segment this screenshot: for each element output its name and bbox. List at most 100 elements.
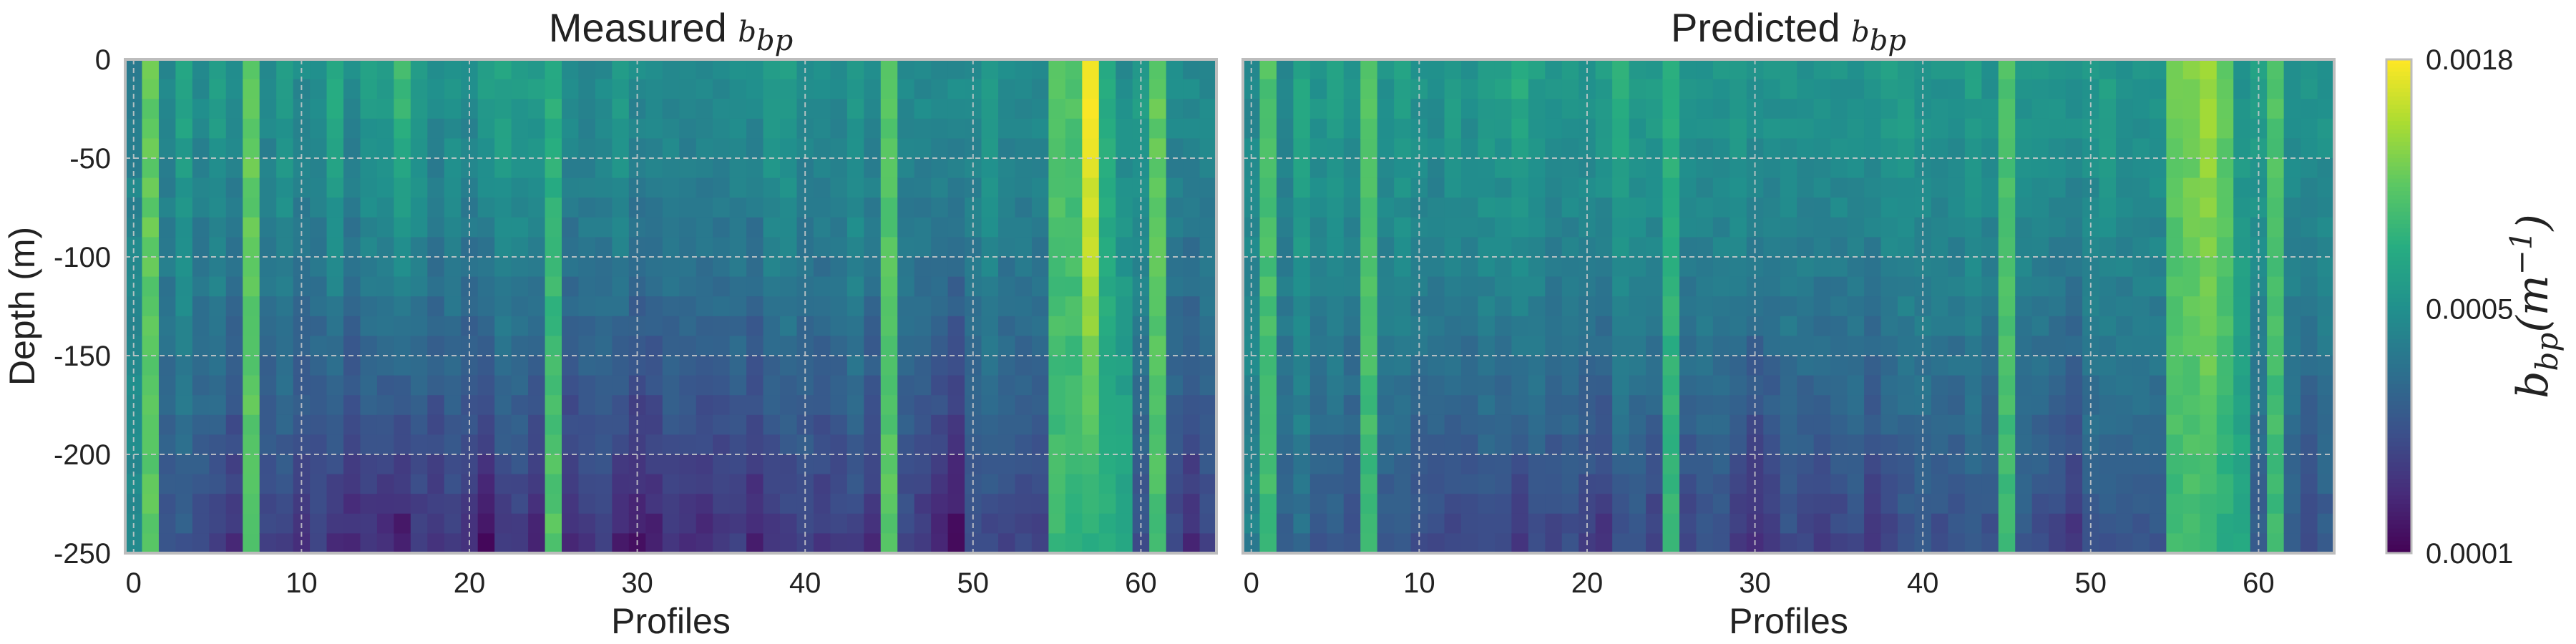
heatmap-cell (1293, 494, 1311, 514)
heatmap-cell (2099, 177, 2117, 198)
heatmap-cell (511, 138, 529, 159)
heatmap-cell (2132, 375, 2150, 396)
heatmap-cell (1082, 257, 1100, 278)
heatmap-cell (1309, 494, 1327, 514)
heatmap-cell (1595, 414, 1613, 435)
heatmap-cell (360, 474, 378, 494)
heatmap-cell (1309, 217, 1327, 238)
heatmap-cell (1461, 375, 1479, 396)
x-axis-label: Profiles (611, 601, 731, 641)
heatmap-cell (2216, 217, 2234, 238)
heatmap-cell (763, 375, 781, 396)
heatmap-cell (1377, 434, 1395, 455)
heatmap-cell (209, 59, 227, 80)
heatmap-cell (1830, 257, 1848, 278)
heatmap-cell (696, 118, 713, 139)
colorbar-segment (2386, 257, 2411, 262)
heatmap-cell (612, 99, 630, 119)
heatmap-cell (947, 257, 965, 278)
heatmap-cell (1712, 356, 1730, 376)
heatmap-cell (2049, 99, 2067, 119)
heatmap-cell (1679, 276, 1697, 297)
heatmap-cell (1428, 296, 1445, 317)
heatmap-cell (662, 513, 680, 534)
heatmap-cell (1561, 356, 1579, 376)
heatmap-cell (1931, 356, 1948, 376)
heatmap-cell (1428, 375, 1445, 396)
heatmap-cell (477, 59, 495, 80)
heatmap-cell (1797, 454, 1815, 475)
heatmap-cell (394, 296, 411, 317)
heatmap-cell (528, 395, 546, 416)
heatmap-cell (2182, 474, 2200, 494)
heatmap-cell (729, 217, 747, 238)
heatmap-cell (1494, 414, 1512, 435)
heatmap-cell (1098, 454, 1116, 475)
heatmap-cell (1166, 79, 1184, 99)
heatmap-cell (1149, 276, 1167, 297)
heatmap-cell (1528, 434, 1546, 455)
heatmap-cell (2049, 138, 2067, 159)
heatmap-cell (545, 197, 562, 218)
heatmap-cell (1864, 474, 1882, 494)
heatmap-cell (830, 316, 848, 336)
heatmap-cell (1729, 533, 1747, 554)
heatmap-cell (2267, 237, 2285, 258)
heatmap-cell (1183, 474, 1201, 494)
heatmap-cell (1327, 434, 1345, 455)
heatmap-cell (763, 296, 781, 317)
heatmap-cell (343, 99, 361, 119)
heatmap-cell (1729, 79, 1747, 99)
heatmap-cell (1327, 99, 1345, 119)
heatmap-cell (1377, 316, 1395, 336)
heatmap-cell (713, 414, 731, 435)
heatmap-cell (1259, 158, 1277, 179)
heatmap-cell (998, 59, 1016, 80)
heatmap-cell (1309, 276, 1327, 297)
heatmap-cell (1494, 454, 1512, 475)
heatmap-cell (981, 257, 999, 278)
heatmap-cell (1864, 158, 1882, 179)
heatmap-cell (1098, 237, 1116, 258)
heatmap-cell (595, 296, 613, 317)
heatmap-cell (310, 138, 328, 159)
heatmap-cell (1343, 118, 1361, 139)
heatmap-cell (2216, 375, 2234, 396)
heatmap-cell (628, 494, 646, 514)
heatmap-cell (1293, 276, 1311, 297)
heatmap-cell (1259, 257, 1277, 278)
heatmap-cell (1065, 395, 1083, 416)
heatmap-cell (729, 494, 747, 514)
heatmap-cell (1712, 276, 1730, 297)
heatmap-cell (1478, 296, 1496, 317)
heatmap-cell (1629, 257, 1646, 278)
heatmap-cell (2166, 454, 2184, 475)
heatmap-cell (545, 513, 562, 534)
heatmap-cell (1031, 513, 1049, 534)
heatmap-cell (780, 59, 798, 80)
heatmap-cell (192, 454, 210, 475)
heatmap-cell (880, 513, 898, 534)
heatmap-cell (2233, 434, 2251, 455)
heatmap-cell (763, 474, 781, 494)
heatmap-cell (1116, 474, 1133, 494)
heatmap-cell (1561, 474, 1579, 494)
heatmap-cell (780, 474, 798, 494)
heatmap-cell (209, 474, 227, 494)
heatmap-cell (1360, 177, 1378, 198)
heatmap-cell (1847, 414, 1865, 435)
heatmap-cell (914, 197, 932, 218)
colorbar-segment (2386, 417, 2411, 422)
heatmap-cell (1082, 474, 1100, 494)
heatmap-cell (1511, 276, 1529, 297)
heatmap-cell (1931, 296, 1948, 317)
heatmap-cell (1712, 197, 1730, 218)
heatmap-cell (1998, 99, 2016, 119)
heatmap-cell (880, 375, 898, 396)
heatmap-cell (394, 99, 411, 119)
heatmap-cell (780, 513, 798, 534)
heatmap-cell (1031, 474, 1049, 494)
heatmap-cell (1259, 513, 1277, 534)
heatmap-cell (914, 118, 932, 139)
heatmap-cell (1545, 158, 1563, 179)
